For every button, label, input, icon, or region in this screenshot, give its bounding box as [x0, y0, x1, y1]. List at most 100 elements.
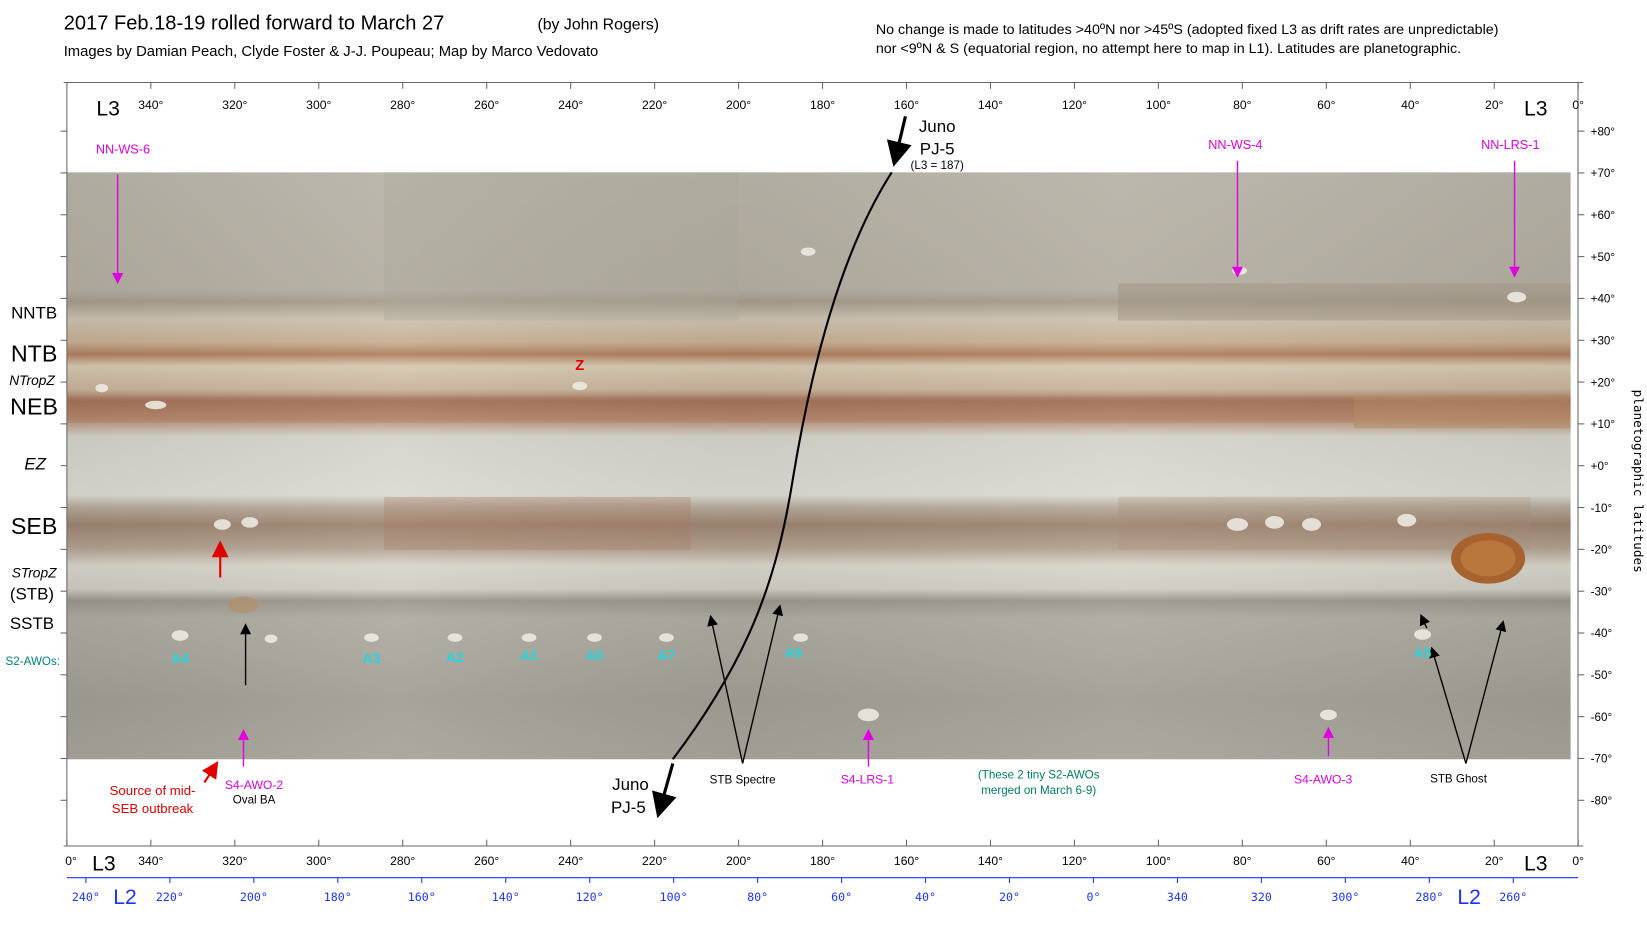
l3-tick-label: 180°: [810, 854, 835, 868]
lat-tick-label: +10°: [1591, 418, 1615, 431]
l3-tick-label: 80°: [1233, 854, 1252, 868]
l3-tick-label: 40°: [1401, 98, 1420, 112]
credits: Images by Damian Peach, Clyde Foster & J…: [64, 44, 599, 60]
l3-tick-label: 120°: [1062, 98, 1087, 112]
l3-tick-label: 200°: [726, 854, 751, 868]
annotation: S4-LRS-1: [841, 773, 895, 787]
l2-tick-label: 80°: [747, 890, 768, 904]
l3-label: L3: [92, 852, 115, 875]
l3-tick-label: 140°: [978, 98, 1003, 112]
belt-label: STropZ: [12, 565, 57, 580]
annotation: A4: [171, 651, 189, 666]
l3-tick-label: 180°: [810, 98, 835, 112]
annotation: Oval BA: [233, 794, 276, 807]
annotation: A7: [658, 648, 676, 663]
annotation: PJ-5: [920, 139, 955, 158]
l3-tick-label: 300°: [306, 98, 331, 112]
lat-tick-label: +0°: [1591, 460, 1609, 473]
annotation: Juno: [612, 775, 649, 794]
l3-tick-label: 140°: [978, 854, 1003, 868]
annotation: A0: [586, 648, 604, 663]
belt-label: NTB: [11, 341, 58, 367]
l2-tick-label: 160°: [408, 890, 436, 904]
l3-tick-label: 260°: [474, 98, 499, 112]
lat-tick-label: +40°: [1591, 293, 1615, 306]
belt-label: NTropZ: [9, 373, 55, 388]
belt-label: EZ: [24, 455, 46, 474]
l3-label: L3: [1524, 97, 1547, 120]
belt-label: NNTB: [11, 303, 57, 322]
lat-tick-label: -60°: [1591, 711, 1612, 724]
l2-tick-label: 220°: [156, 890, 184, 904]
lat-tick-label: -40°: [1591, 627, 1612, 640]
l3-tick-label: 80°: [1233, 98, 1252, 112]
l3-tick-label: 160°: [894, 98, 919, 112]
belt-label: NEB: [10, 394, 58, 420]
annotation: A2: [446, 650, 464, 665]
belt-label: SEB: [11, 513, 58, 539]
l3-tick-label: 280°: [390, 854, 415, 868]
l3-tick-label: 200°: [726, 98, 751, 112]
annotation: NN-WS-6: [96, 142, 150, 156]
l2-tick-label: 280°: [1415, 890, 1443, 904]
map-image: [66, 172, 1571, 760]
lat-tick-label: -70°: [1591, 753, 1612, 766]
lat-tick-label: -30°: [1591, 585, 1612, 598]
annotation: (These 2 tiny S2-AWOs: [978, 768, 1100, 781]
annotation: NN-LRS-1: [1481, 138, 1539, 152]
l3-tick-label: 320°: [222, 98, 247, 112]
lat-tick-label: -50°: [1591, 669, 1612, 682]
annotation: PJ-5: [611, 798, 646, 817]
annotation: STB Spectre: [710, 774, 776, 787]
annotation: merged on March 6-9): [981, 784, 1096, 797]
l2-tick-label: 0°: [1086, 890, 1100, 904]
l2-tick-label: 240°: [72, 890, 100, 904]
annotation: SEB outbreak: [112, 801, 194, 816]
note-line: nor <9ºN & S (equatorial region, no atte…: [876, 41, 1461, 57]
l2-tick-label: 340: [1167, 890, 1188, 904]
annotation: Juno: [919, 117, 956, 136]
lat-title: planetographic latitudes: [1631, 390, 1646, 573]
lat-tick-label: -20°: [1591, 544, 1612, 557]
l3-tick-label: 220°: [642, 98, 667, 112]
l2-tick-label: 300°: [1331, 890, 1359, 904]
annotation: A3: [363, 651, 381, 666]
lat-tick-label: +30°: [1591, 334, 1615, 347]
l3-tick-label: 340°: [138, 854, 163, 868]
lat-tick-label: -80°: [1591, 795, 1612, 808]
l3-tick-label: 40°: [1401, 854, 1420, 868]
annotation: S4-AWO-2: [225, 778, 284, 792]
l3-tick-label: 260°: [474, 854, 499, 868]
l2-label: L2: [113, 886, 137, 909]
lat-tick-label: +80°: [1591, 125, 1615, 138]
annotation: A1: [520, 648, 538, 663]
l2-tick-label: 140°: [492, 890, 520, 904]
l3-tick-label: 220°: [642, 854, 667, 868]
l2-tick-label: 120°: [576, 890, 604, 904]
l3-label: L3: [96, 97, 120, 120]
l3-tick-label: 60°: [1317, 854, 1336, 868]
annotation: Z: [575, 358, 584, 374]
annotation: A6: [785, 646, 803, 661]
l3-tick-label: 300°: [306, 854, 331, 868]
l3-tick-label: 160°: [894, 854, 919, 868]
frame: [63, 81, 1584, 879]
l2-tick-label: 200°: [240, 890, 268, 904]
belt-label: SSTB: [10, 614, 54, 633]
l3-tick-label: 120°: [1062, 854, 1087, 868]
lat-tick-label: +70°: [1591, 167, 1615, 180]
l3-tick-label: 20°: [1485, 98, 1504, 112]
l3-tick-label: 0°: [1572, 854, 1584, 868]
annotation: (L3 = 187): [911, 159, 964, 172]
l3-tick-label: 280°: [390, 98, 415, 112]
l3-tick-label: 240°: [558, 98, 583, 112]
l3-tick-label: 240°: [558, 854, 583, 868]
l2-tick-label: 260°: [1499, 890, 1527, 904]
author: (by John Rogers): [537, 17, 659, 34]
l3-tick-label: 0°: [65, 854, 77, 868]
l3-tick-label: 100°: [1146, 98, 1171, 112]
l2-tick-label: 40°: [915, 890, 936, 904]
annotation: Source of mid-: [110, 783, 196, 798]
l3-tick-label: 320°: [222, 854, 247, 868]
